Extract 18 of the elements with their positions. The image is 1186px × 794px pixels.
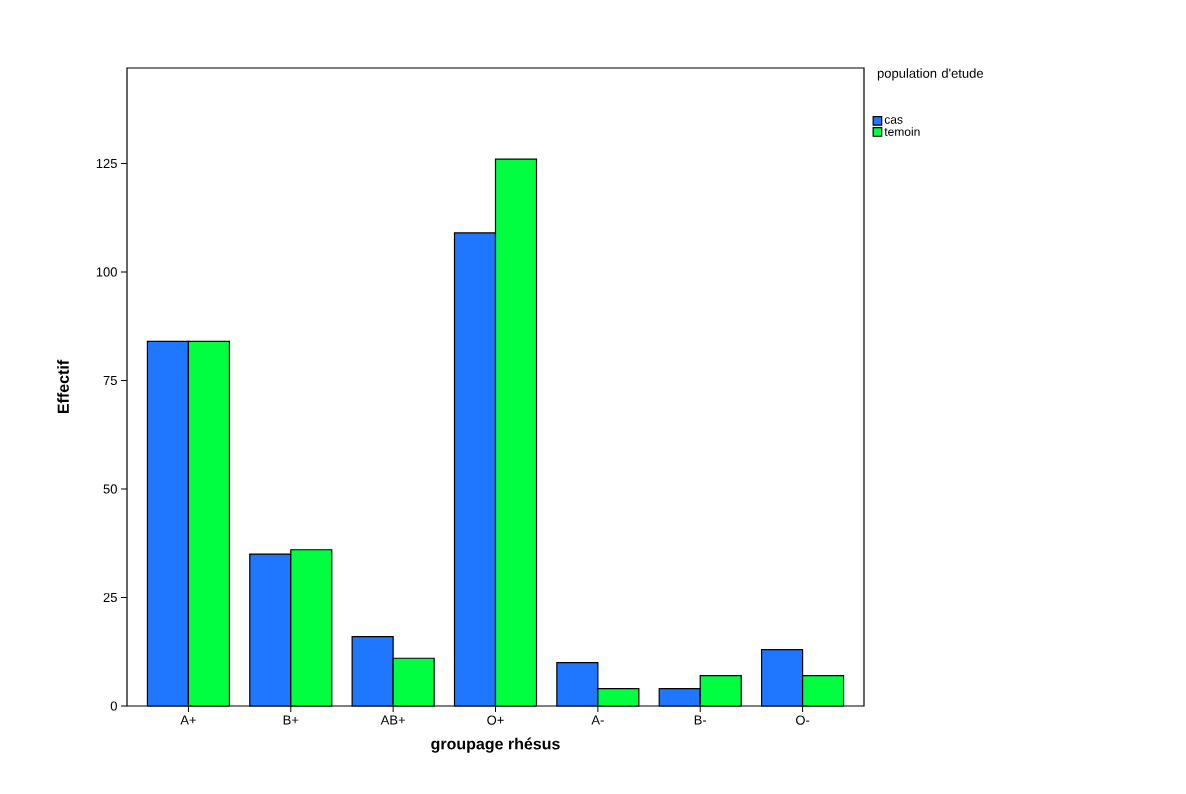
- legend-title: population d'etude: [877, 68, 984, 81]
- y-tick-label: 75: [103, 375, 117, 386]
- legend-label: cas: [884, 117, 903, 124]
- x-tick-label: O-: [795, 715, 810, 725]
- x-tick-label: AB+: [380, 715, 405, 725]
- x-tick-label: B-: [694, 715, 707, 725]
- legend-label: temoin: [884, 127, 920, 136]
- x-tick-label: A+: [180, 715, 196, 725]
- y-axis-title: Effectif: [57, 359, 69, 414]
- x-tick-label: O+: [487, 715, 504, 725]
- y-tick-label: 100: [96, 267, 117, 277]
- x-tick-label: A-: [591, 715, 604, 725]
- x-axis-title: groupage rhésus: [431, 737, 560, 753]
- x-tick-label: B+: [283, 715, 299, 725]
- y-tick-label: 0: [110, 701, 117, 711]
- y-tick-label: 50: [103, 484, 117, 494]
- y-tick-label: 25: [103, 592, 117, 603]
- y-tick-label: 125: [96, 158, 117, 169]
